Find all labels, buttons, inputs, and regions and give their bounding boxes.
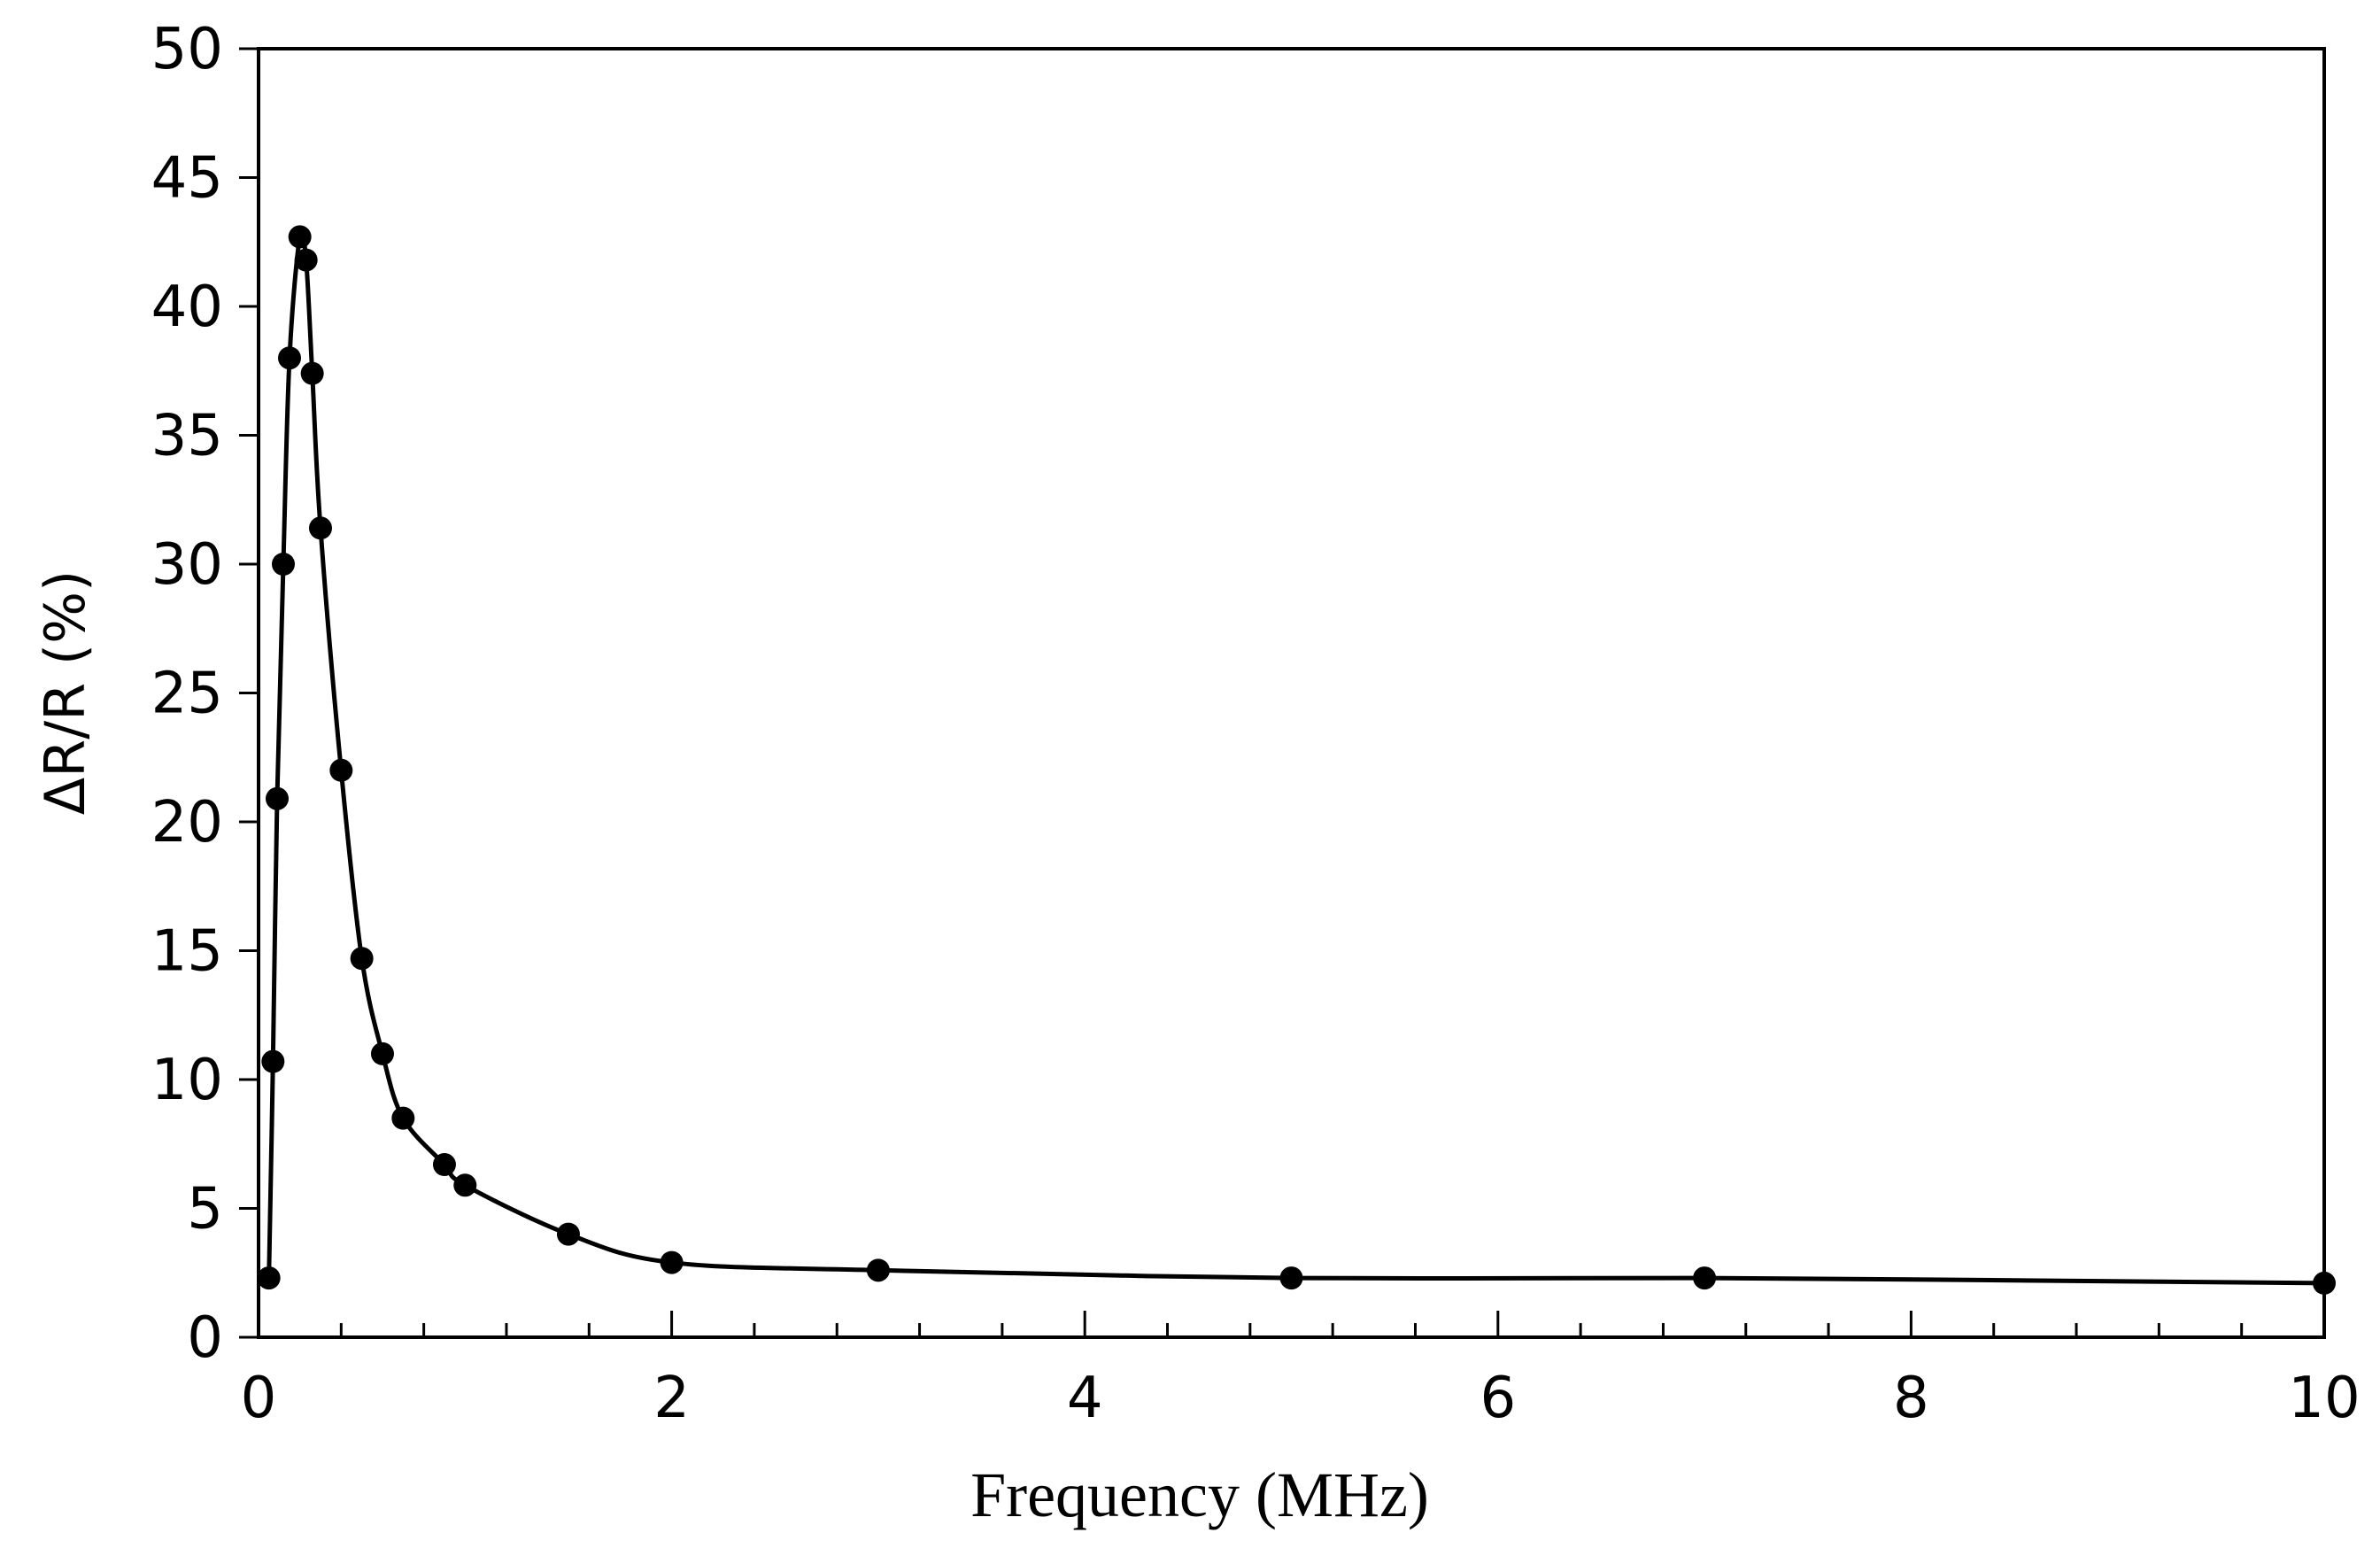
x-tick-label: 4: [1067, 1366, 1103, 1431]
y-tick-label: 45: [151, 146, 223, 212]
data-point: [2313, 1271, 2336, 1295]
data-point: [265, 786, 289, 810]
data-point: [271, 553, 295, 576]
data-point: [1693, 1266, 1717, 1290]
data-point: [660, 1250, 684, 1274]
y-tick-label: 15: [151, 919, 223, 985]
data-point: [350, 947, 374, 971]
data-point: [261, 1049, 285, 1073]
data-point: [294, 248, 318, 272]
data-point: [300, 361, 324, 385]
x-axis-label: Frequency (MHz): [970, 1459, 1429, 1530]
data-point: [257, 1266, 281, 1290]
data-point: [432, 1153, 456, 1177]
data-point: [288, 225, 312, 249]
y-tick-label: 20: [151, 790, 223, 855]
x-tick-label: 0: [241, 1366, 277, 1431]
data-point: [277, 346, 301, 370]
data-point: [556, 1222, 580, 1246]
data-point: [329, 758, 353, 782]
y-tick-label: 35: [151, 404, 223, 469]
y-tick-label: 10: [151, 1048, 223, 1113]
y-tick-label: 25: [151, 662, 223, 727]
x-axis: 0 2 4 6 8 10: [241, 1311, 2361, 1431]
data-point: [308, 516, 332, 540]
data-point: [1279, 1266, 1303, 1290]
x-tick-label: 8: [1893, 1366, 1929, 1431]
y-tick-label: 50: [151, 17, 223, 82]
x-tick-label: 2: [653, 1366, 690, 1431]
data-point: [391, 1106, 415, 1130]
y-tick-label: 0: [187, 1305, 223, 1371]
series-layer: [257, 225, 2336, 1295]
plot-area: [257, 47, 2326, 1339]
data-point: [453, 1173, 477, 1197]
y-tick-label: 40: [151, 275, 223, 340]
data-point: [866, 1258, 890, 1282]
x-tick-label: 6: [1480, 1366, 1516, 1431]
y-axis-label: ΔR/R (%): [33, 570, 97, 815]
data-point: [370, 1041, 394, 1065]
y-tick-label: 5: [187, 1177, 223, 1242]
y-axis: 0 5 10 15 20 25 30 35 40 45 50: [151, 17, 259, 1371]
x-tick-label: 10: [2288, 1366, 2360, 1431]
y-tick-label: 30: [151, 532, 223, 598]
